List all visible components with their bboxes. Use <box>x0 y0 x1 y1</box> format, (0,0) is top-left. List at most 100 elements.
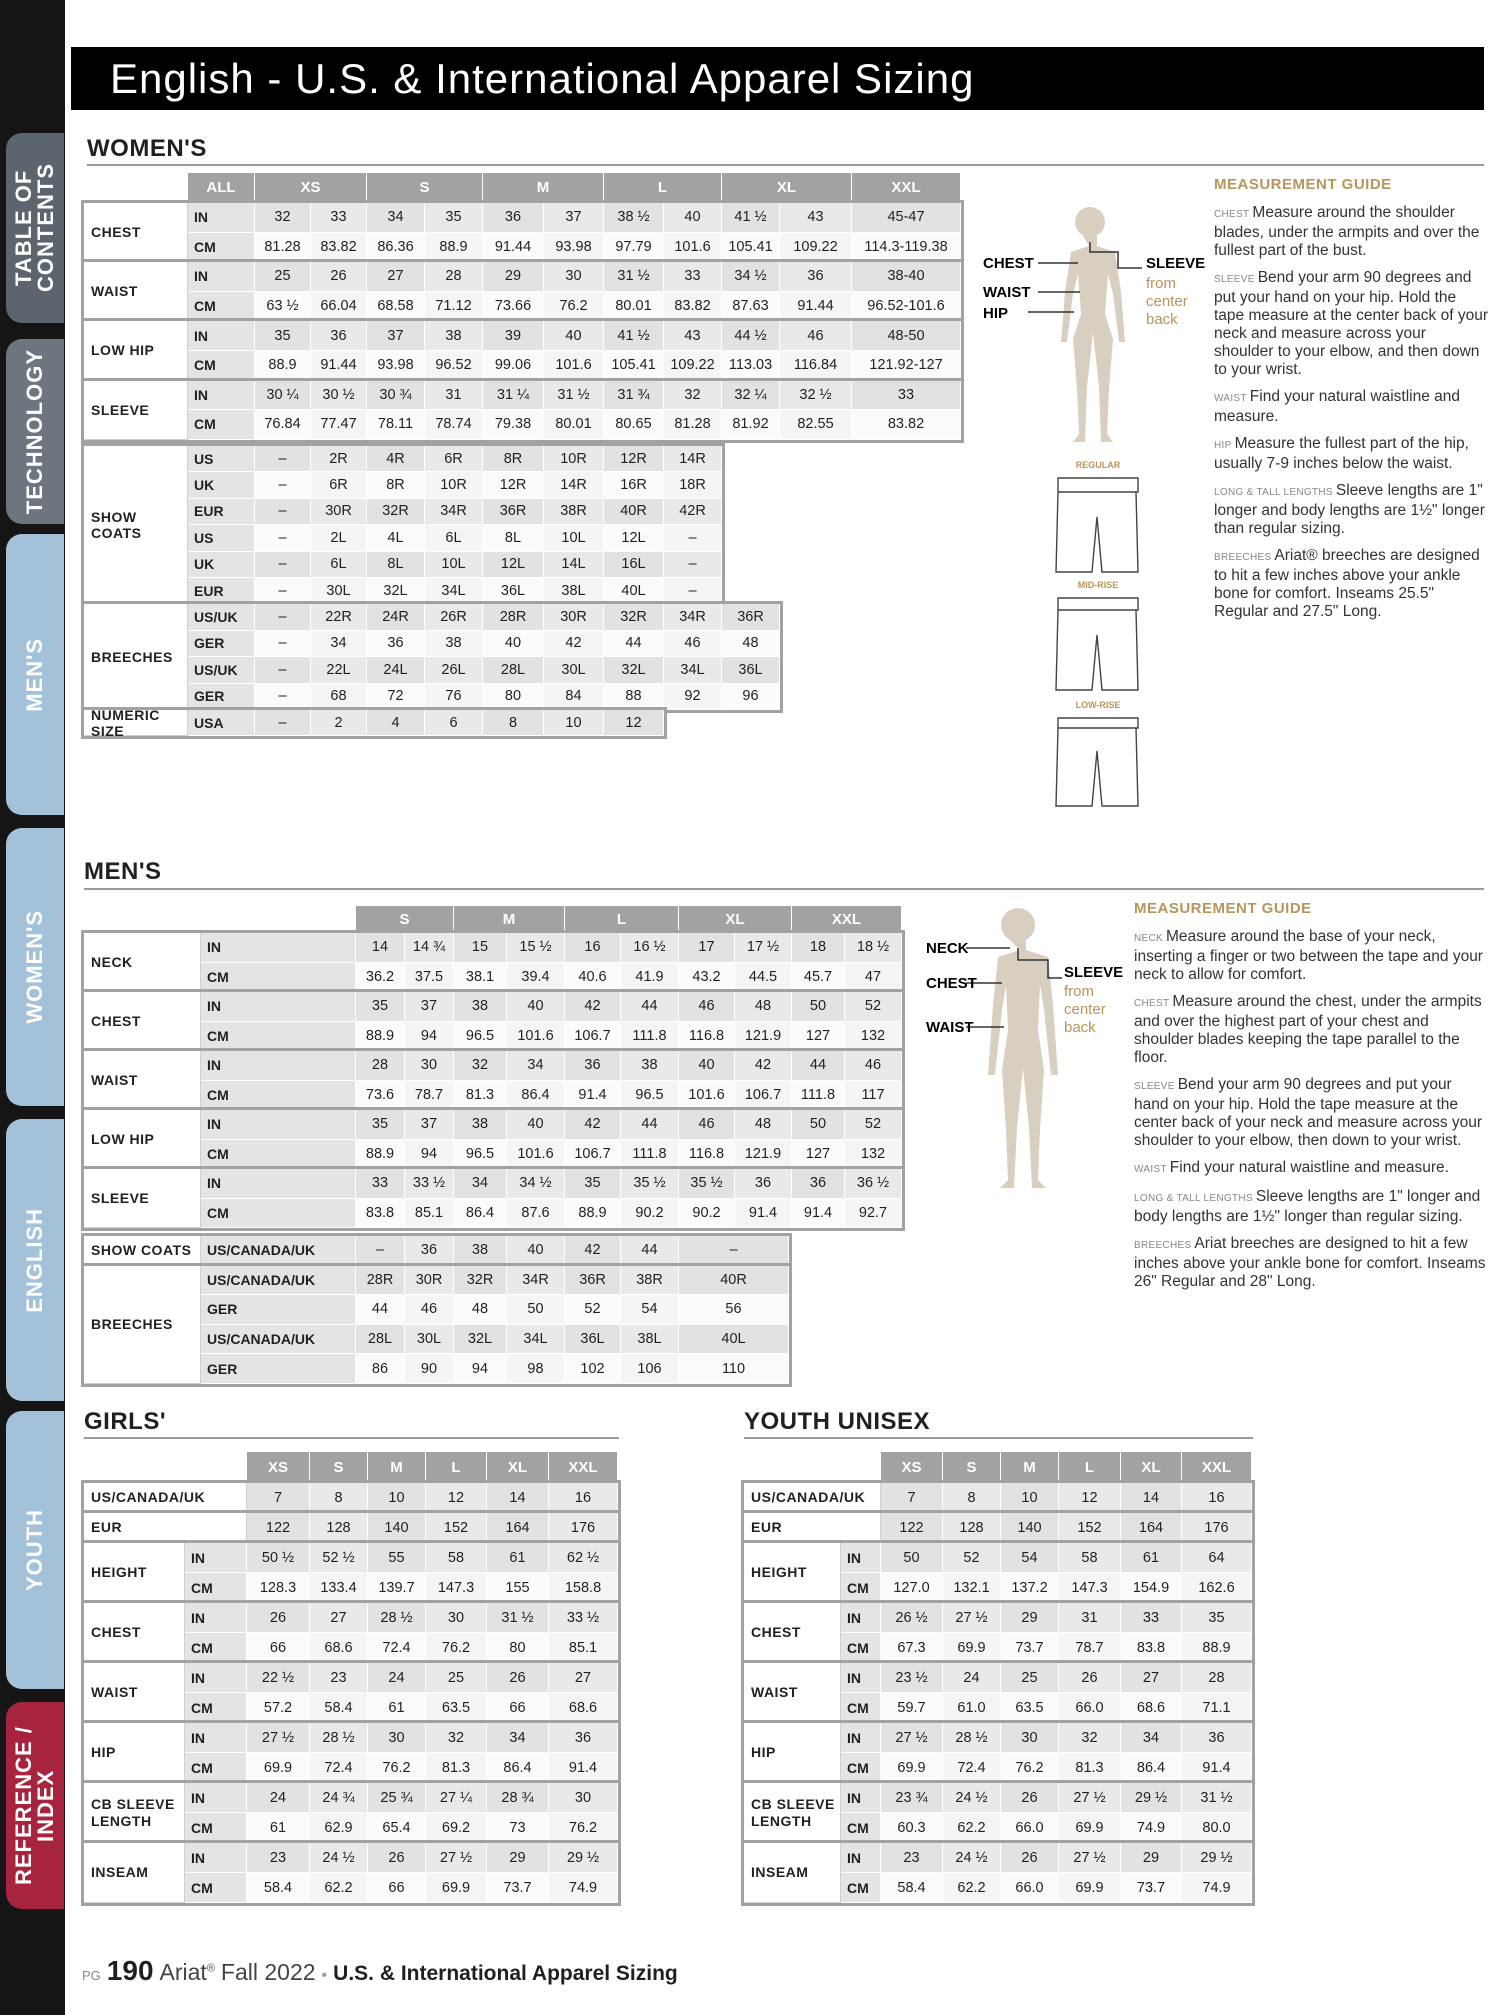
side-tab[interactable]: TABLE OF CONTENTS <box>6 133 64 323</box>
guide-term: BREECHES <box>1214 552 1272 563</box>
value-cell: 30 <box>1001 1723 1059 1753</box>
value-cell: 52 ½ <box>310 1543 368 1573</box>
value-cell: 10 <box>1001 1483 1059 1513</box>
value-cell: 27 ¼ <box>426 1783 487 1813</box>
value-cell: 40 <box>507 1110 565 1140</box>
value-cell: 32R <box>367 498 425 526</box>
value-cell: 30L <box>311 578 367 605</box>
value-cell: 18 ½ <box>845 933 902 963</box>
value-cell: 47 <box>845 962 902 992</box>
value-cell: 26 <box>311 262 367 292</box>
guide-item: SLEEVE Bend your arm 90 degrees and put y… <box>1134 1076 1488 1150</box>
value-cell: 35 <box>565 1169 621 1199</box>
value-cell: 68.6 <box>1121 1693 1182 1723</box>
side-tab[interactable]: ENGLISH <box>6 1119 64 1401</box>
value-cell: 109.22 <box>664 350 722 381</box>
guide-text: Measure around the shoulder blades, unde… <box>1214 204 1480 259</box>
value-cell: 43 <box>664 321 722 351</box>
side-tab[interactable]: TECHNOLOGY <box>6 339 64 524</box>
value-cell: 26 ½ <box>881 1603 943 1633</box>
value-cell: 36 <box>565 1051 621 1081</box>
value-cell: 147.3 <box>426 1573 487 1603</box>
value-cell: 33 <box>664 262 722 292</box>
value-cell: 28L <box>356 1324 405 1355</box>
value-cell: 80.01 <box>604 291 664 322</box>
unit-cell: IN <box>841 1663 881 1693</box>
value-cell: 40 <box>483 630 544 658</box>
value-cell: 4 <box>367 710 425 737</box>
value-cell: 7 <box>247 1483 310 1513</box>
value-cell: 88 <box>604 683 664 710</box>
value-cell: 99.06 <box>483 350 544 381</box>
unit-cell: US/UK <box>188 604 255 631</box>
guide-text: Ariat® breeches are designed to hit a fe… <box>1214 547 1480 620</box>
value-cell: 154.9 <box>1121 1573 1182 1603</box>
value-cell: 31 ¾ <box>604 380 664 411</box>
value-cell: – <box>255 604 311 631</box>
value-cell: 39.4 <box>507 962 565 992</box>
row-label: HIP <box>744 1723 841 1783</box>
value-cell: 36 <box>367 630 425 658</box>
unit-cell: IN <box>201 933 356 963</box>
row-label: US/CANADA/UK <box>84 1483 247 1513</box>
value-cell: 38 <box>454 1110 507 1140</box>
value-cell: 35 ½ <box>679 1169 735 1199</box>
value-cell: 85.1 <box>549 1633 618 1663</box>
value-cell: 46 <box>780 321 852 351</box>
header-cell: XS <box>247 1452 310 1483</box>
value-cell: 10 <box>544 710 604 737</box>
value-cell: 50 <box>881 1543 943 1573</box>
guide-item: BREECHES Ariat breeches are designed to h… <box>1134 1235 1488 1291</box>
value-cell: 40 <box>507 992 565 1022</box>
value-cell: 37 <box>405 992 454 1022</box>
value-cell: 34 <box>311 630 367 658</box>
value-cell: – <box>664 525 722 552</box>
value-cell: 14R <box>664 446 722 473</box>
value-cell: 28 ½ <box>943 1723 1001 1753</box>
row-group: INSEAM IN 23 24 ½ 26 27 ½ 29 29 ½ CM 58.4 62.2 66.0… <box>744 1843 1252 1903</box>
side-tab[interactable]: WOMEN'S <box>6 828 64 1106</box>
row-label: SHOW COATS <box>84 446 188 605</box>
value-cell: 34 <box>1121 1723 1182 1753</box>
side-tab[interactable]: MEN'S <box>6 534 64 815</box>
value-cell: 27 ½ <box>247 1723 310 1753</box>
value-cell: 14R <box>544 472 604 499</box>
unit-cell: CM <box>841 1633 881 1663</box>
divider <box>87 164 1484 166</box>
value-cell: 87.6 <box>507 1198 565 1228</box>
unit-cell: US/CANADA/UK <box>201 1236 356 1266</box>
row-label: NUMERIC SIZE <box>84 707 188 739</box>
value-cell: 45.7 <box>792 962 845 992</box>
unit-cell: IN <box>201 1110 356 1140</box>
value-cell: 66 <box>247 1633 310 1663</box>
value-cell: 31 <box>1059 1603 1121 1633</box>
section-name: U.S. & International Apparel Sizing <box>333 1962 678 1985</box>
value-cell: 28L <box>483 657 544 684</box>
value-cell: 158.8 <box>549 1573 618 1603</box>
value-cell: 6L <box>311 551 367 578</box>
value-cell: 36 <box>311 321 367 351</box>
row-group: US/CANADA/UK 7 8 10 12 14 16 <box>84 1483 618 1513</box>
value-cell: 33 ½ <box>405 1169 454 1199</box>
value-cell: 76.2 <box>1001 1753 1059 1783</box>
row-group: SLEEVE IN 30 ¼ 30 ½ 30 ¾ 31 31 ¼ 31 ½ 31 ¾ 32 32 ¼… <box>84 380 961 440</box>
value-cell: 78.11 <box>367 410 425 440</box>
header-cell: M <box>454 906 565 933</box>
value-cell: 29 <box>1121 1843 1182 1873</box>
header-cell: XL <box>487 1452 549 1483</box>
value-cell: 55 <box>368 1543 426 1573</box>
value-cell: 121.9 <box>735 1139 792 1169</box>
side-tab[interactable]: REFERENCE / INDEX <box>6 1702 64 1909</box>
tab-label: ENGLISH <box>22 1207 47 1313</box>
section-heading: YOUTH UNISEX <box>744 1408 931 1435</box>
value-cell: 72 <box>367 683 425 710</box>
side-tab[interactable]: YOUTH <box>6 1411 64 1689</box>
value-cell: 24 ½ <box>943 1783 1001 1813</box>
value-cell: 32 ¼ <box>722 380 780 411</box>
value-cell: 38R <box>621 1265 679 1296</box>
unit-cell: CM <box>201 1021 356 1051</box>
value-cell: 36 <box>483 203 544 233</box>
figure-note: from center back <box>1064 983 1106 1036</box>
value-cell: – <box>255 710 311 737</box>
value-cell: 102 <box>565 1354 621 1384</box>
